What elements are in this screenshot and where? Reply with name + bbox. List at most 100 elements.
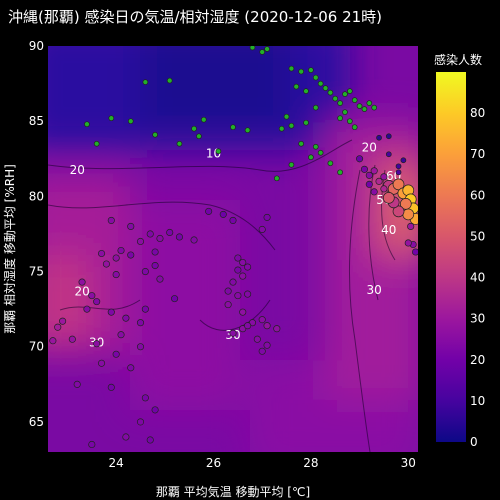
data-point <box>395 163 402 170</box>
contour-label: 20 <box>362 140 377 154</box>
data-point <box>171 295 179 303</box>
data-point <box>196 133 202 140</box>
data-point <box>273 325 281 333</box>
data-point <box>136 418 145 426</box>
colorbar-tick-label: 10 <box>470 394 485 408</box>
data-point <box>317 80 324 87</box>
data-point <box>205 207 213 215</box>
data-point <box>112 254 120 262</box>
colorbar-tick-label: 20 <box>470 353 485 367</box>
data-point <box>259 49 266 55</box>
data-point <box>303 88 309 94</box>
y-axis-label: 那覇 相対湿度 移動平均 [%RH] <box>2 164 17 334</box>
x-axis-label: 那覇 平均気温 移動平均 [℃] <box>156 484 310 499</box>
heatmap-layer <box>48 46 418 452</box>
data-point <box>166 77 173 84</box>
chart-title: 沖縄(那覇) 感染日の気温/相対湿度 (2020-12-06 21時) <box>8 8 383 26</box>
y-tick-label: 85 <box>29 114 44 128</box>
data-point <box>141 268 149 276</box>
data-point <box>303 119 309 126</box>
data-point <box>234 292 242 300</box>
data-point <box>370 188 378 196</box>
data-point <box>322 85 329 91</box>
data-point <box>93 140 100 147</box>
data-point <box>107 308 115 316</box>
data-point <box>253 335 261 343</box>
data-point <box>141 394 149 402</box>
data-point <box>136 343 145 351</box>
data-point <box>146 230 154 238</box>
plot-area: 10202020303030405060 <box>48 46 418 452</box>
data-point <box>108 115 115 122</box>
contour-label: 40 <box>381 223 396 237</box>
data-point <box>136 319 145 327</box>
data-point <box>230 124 236 131</box>
x-tick-label: 30 <box>401 456 416 470</box>
data-point <box>264 46 270 52</box>
data-point <box>407 222 415 230</box>
data-point <box>361 106 368 113</box>
data-point <box>385 151 392 158</box>
data-point <box>151 261 159 270</box>
data-point <box>152 131 158 138</box>
data-point <box>175 233 183 241</box>
data-point <box>68 335 76 343</box>
data-point <box>288 122 295 129</box>
data-point <box>371 104 378 111</box>
data-point <box>224 301 232 309</box>
data-point <box>224 287 232 295</box>
colorbar-tick-label: 60 <box>470 188 485 202</box>
y-tick-label: 70 <box>29 340 44 354</box>
data-points <box>49 46 418 449</box>
data-point <box>93 298 101 306</box>
data-point <box>385 133 392 140</box>
data-point <box>298 68 305 75</box>
x-tick-label: 26 <box>206 456 221 470</box>
data-point <box>258 347 266 355</box>
y-tick-label: 90 <box>29 39 44 53</box>
data-point <box>283 113 290 120</box>
data-point <box>412 248 418 256</box>
colorbar-tick-label: 70 <box>470 147 485 161</box>
data-point <box>176 140 183 147</box>
data-point <box>54 323 62 331</box>
colorbar-tick-label: 80 <box>470 106 485 120</box>
contour-label: 20 <box>74 285 89 299</box>
colorbar-ticks: 0 10 20 30 40 50 60 70 80 <box>470 106 485 449</box>
colorbar: 感染人数 0 10 20 30 40 50 60 70 80 <box>434 52 485 449</box>
data-point <box>288 65 295 72</box>
data-point <box>156 275 164 283</box>
data-point <box>312 74 319 81</box>
contour-label: 30 <box>367 283 382 297</box>
data-point <box>263 341 271 349</box>
data-point <box>351 124 358 131</box>
data-point <box>342 109 348 116</box>
colorbar-tick-label: 40 <box>470 271 485 285</box>
data-point <box>83 305 91 313</box>
data-point <box>395 169 402 176</box>
data-point <box>244 290 252 298</box>
data-point <box>151 248 159 256</box>
colorbar-scale <box>436 72 466 442</box>
x-axis-ticks: 24 26 28 30 <box>109 456 416 470</box>
data-point <box>234 254 242 262</box>
data-point <box>146 436 154 444</box>
data-point <box>191 125 197 132</box>
data-point <box>234 266 242 274</box>
data-point <box>312 143 319 150</box>
data-point <box>365 180 373 188</box>
data-point <box>327 160 334 167</box>
data-point <box>127 364 135 372</box>
contour-label: 20 <box>70 163 85 177</box>
data-point <box>399 198 412 210</box>
data-point <box>59 317 67 325</box>
colorbar-title: 感染人数 <box>434 52 482 67</box>
data-point <box>239 258 247 267</box>
data-point <box>244 127 251 134</box>
data-point <box>200 116 207 123</box>
data-point <box>127 118 134 125</box>
contour-lines <box>48 139 396 452</box>
data-point <box>88 292 96 300</box>
data-point <box>98 249 106 258</box>
data-point <box>375 177 383 185</box>
